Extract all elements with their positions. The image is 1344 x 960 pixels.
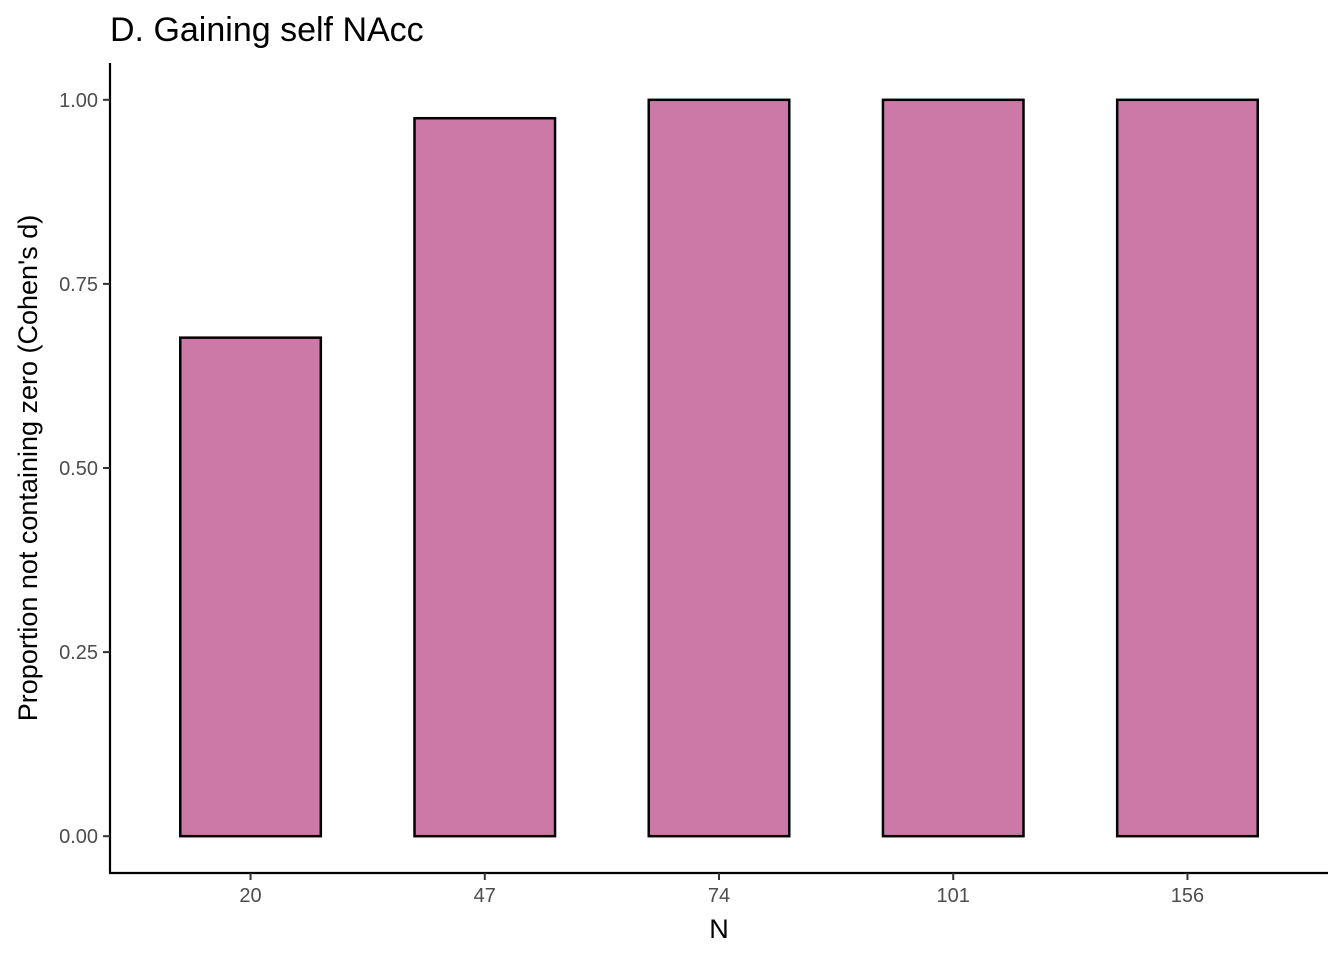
x-tick-label: 20	[239, 885, 261, 907]
x-axis-ticks: 20 47 74 101 156	[239, 873, 1204, 907]
y-axis-ticks: 0.00 0.25 0.50 0.75 1.00	[59, 90, 110, 848]
bar-74	[647, 98, 791, 838]
bar-20	[179, 336, 323, 838]
x-tick-label: 74	[708, 885, 730, 907]
y-axis-title: Proportion not containing zero (Cohen's …	[13, 215, 43, 721]
y-tick-label: 0.00	[59, 826, 98, 848]
y-tick-label: 0.75	[59, 274, 98, 296]
chart-title: D. Gaining self NAcc	[110, 11, 424, 49]
bar-101	[881, 98, 1025, 838]
bar-156	[1115, 98, 1259, 838]
y-tick-label: 0.25	[59, 642, 98, 664]
x-axis-title: N	[709, 914, 729, 944]
bar-47	[413, 116, 557, 838]
bars-group	[179, 98, 1259, 838]
y-tick-label: 0.50	[59, 458, 98, 480]
x-tick-label: 101	[937, 885, 970, 907]
y-tick-label: 1.00	[59, 90, 98, 112]
x-tick-label: 156	[1171, 885, 1204, 907]
x-tick-label: 47	[474, 885, 496, 907]
